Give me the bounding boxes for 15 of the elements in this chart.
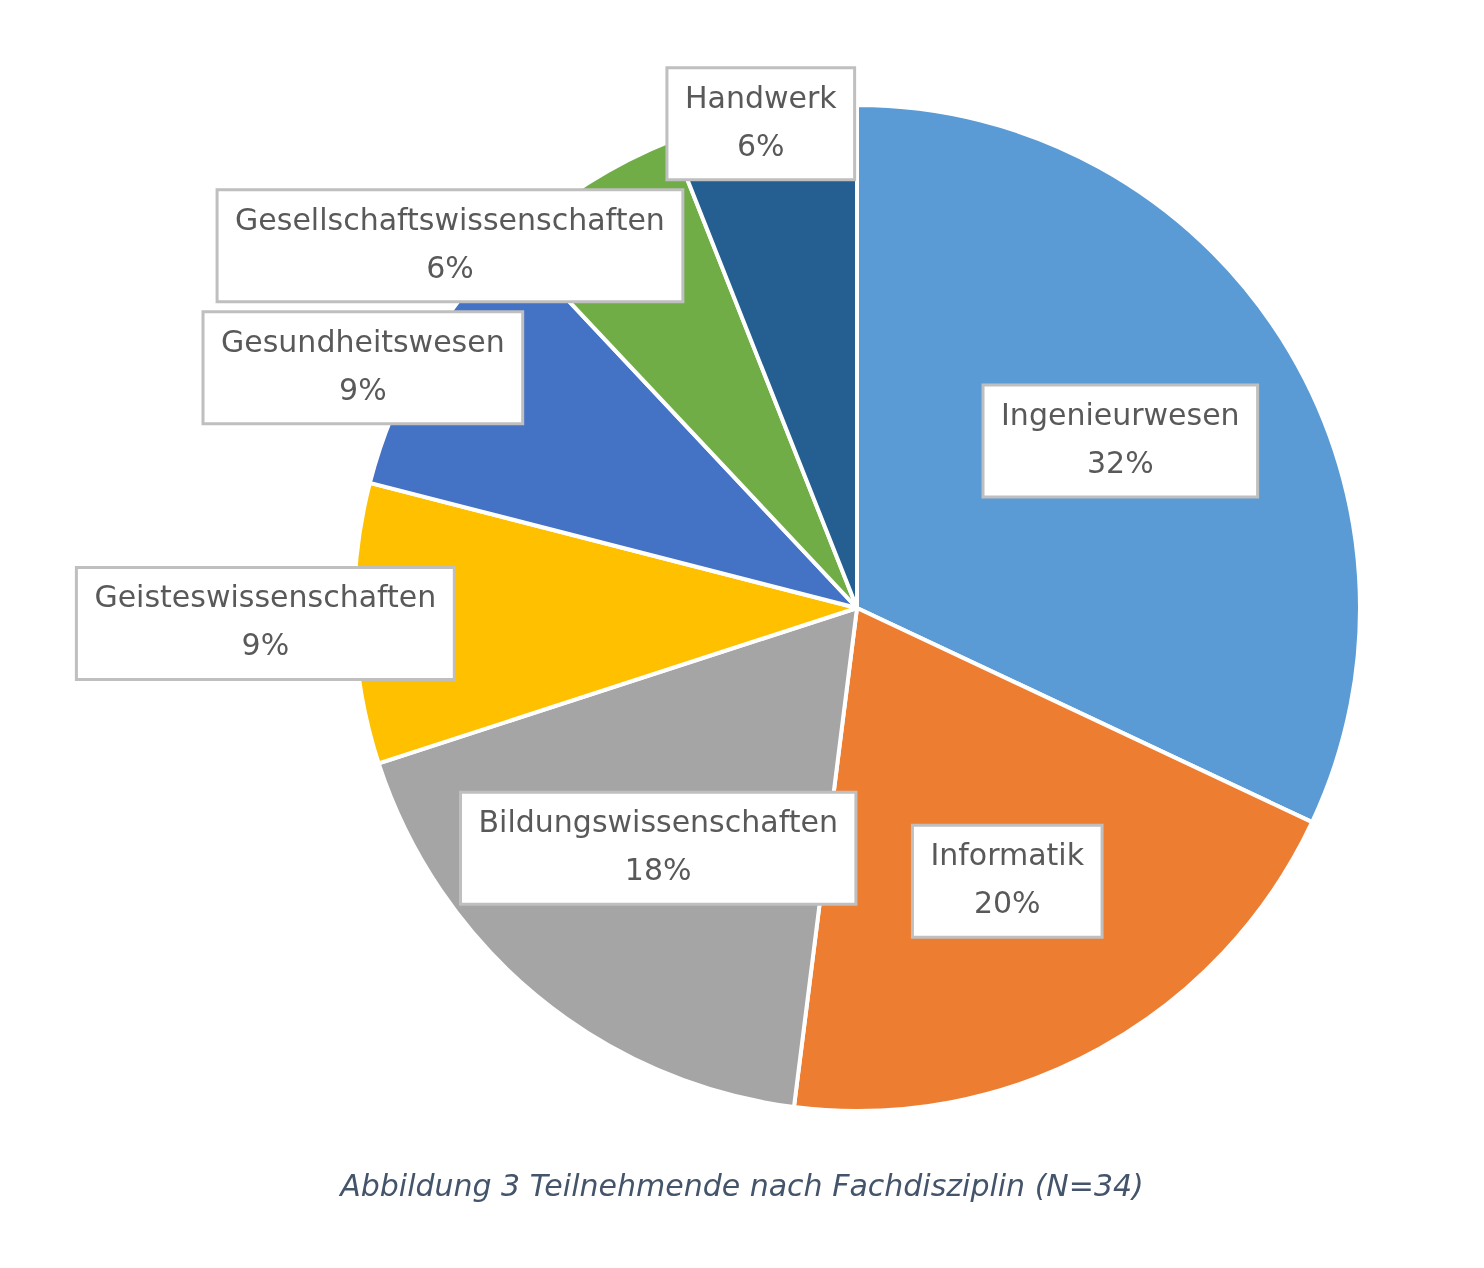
- slice-label: Handwerk: [684, 79, 838, 115]
- slice-label: Gesellschaftswissenschaften: [235, 201, 665, 237]
- data-label: 9%: [241, 627, 290, 663]
- data-label: 20%: [973, 885, 1041, 921]
- text: Abbildung 3 Teilnehmende nach Fachdisziplin (N=34): [338, 1168, 1145, 1203]
- data-label: 6%: [736, 127, 785, 163]
- slice-label: Ingenieurwesen: [1001, 396, 1240, 432]
- data-label: 6%: [426, 249, 474, 285]
- slice-label: Geisteswissenschaften: [94, 579, 437, 615]
- data-label: 18%: [624, 852, 692, 888]
- slice-label: Bildungswissenschaften: [478, 804, 838, 840]
- slice-label: Informatik: [930, 837, 1085, 873]
- slice-label: Gesundheitswesen: [221, 323, 505, 359]
- data-label: 9%: [339, 371, 387, 407]
- data-label: 32%: [1086, 444, 1154, 480]
